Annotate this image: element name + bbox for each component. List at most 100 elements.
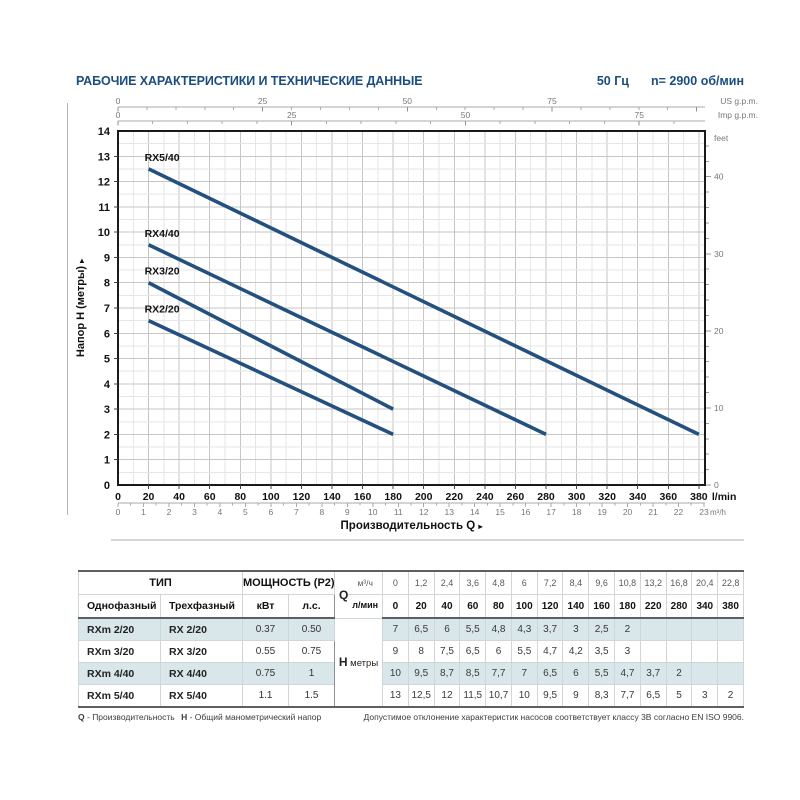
- q-m3h-value: 20,4: [691, 570, 719, 595]
- feet-tick-label: 0: [714, 480, 719, 490]
- head-value: 9: [382, 640, 409, 663]
- head-value: 6,5: [639, 684, 667, 708]
- col-header-single-phase: Однофазный: [78, 594, 161, 619]
- feet-tick-label: 10: [714, 403, 724, 413]
- x-tick-label: 240: [476, 491, 494, 503]
- head-value: 3: [691, 684, 719, 708]
- curve-RX2/20: [147, 319, 394, 437]
- y-tick-label: 13: [98, 151, 110, 163]
- m3h-tick-label: 0: [116, 507, 121, 517]
- gpm-tick-label: 0: [116, 110, 121, 120]
- head-value: 4,2: [562, 640, 590, 663]
- q-lmin-value: 140: [562, 594, 590, 619]
- q-symbol: Q: [339, 587, 349, 602]
- m3h-unit-label: m³/h: [710, 508, 726, 517]
- x-tick-label: 60: [204, 491, 216, 503]
- m3h-tick-label: 4: [218, 507, 223, 517]
- head-value: 6,5: [407, 617, 435, 641]
- legend-note: Q - Производительность H - Общий маномет…: [78, 712, 325, 722]
- q-m3h-value: 8,4: [562, 570, 590, 595]
- x-tick-label: 300: [568, 491, 586, 503]
- curve-RX4/40: [147, 243, 547, 437]
- q-lmin-value: 60: [459, 594, 487, 619]
- gpm-tick-label: 25: [258, 96, 268, 106]
- head-value: 7,7: [614, 684, 641, 708]
- x-unit-label: l/min: [712, 491, 737, 503]
- y-tick-label: 12: [98, 177, 110, 189]
- curve-RX5/40: [147, 167, 700, 437]
- pump-row-RXm-2-20: RXm 2/20 RX 2/20 0.37 0.50 H метры 7 6,5 6 5,5 4,…: [78, 617, 744, 708]
- power-hp: 1.5: [288, 684, 336, 708]
- head-value: 10: [382, 662, 409, 685]
- m3h-tick-label: 13: [444, 507, 454, 517]
- y-tick-label: 9: [104, 252, 110, 264]
- y-tick-label: 2: [104, 429, 110, 441]
- head-value: 4,3: [510, 617, 538, 641]
- power-kw: 0.55: [242, 640, 290, 663]
- q-lmin-value: 120: [536, 594, 564, 619]
- q-lmin-value: 100: [510, 594, 538, 619]
- head-value: 6: [562, 662, 590, 685]
- power-kw: 1.1: [242, 684, 290, 708]
- single-phase-model: RXm 3/20: [78, 640, 161, 663]
- gpm-tick-label: 75: [547, 96, 557, 106]
- y-tick-label: 10: [98, 227, 110, 239]
- x-tick-label: 20: [143, 491, 155, 503]
- head-value: 8,7: [433, 662, 461, 685]
- gpm-unit-label: US g.p.m.: [720, 96, 758, 106]
- frequency-speed: 50 Гц n= 2900 об/мин: [597, 74, 744, 88]
- q-m3h-value: 0: [382, 570, 409, 595]
- q-m3h-value: 9,6: [588, 570, 616, 595]
- y-tick-label: 3: [104, 404, 110, 416]
- x-tick-label: 0: [115, 491, 121, 503]
- power-hp: 1: [288, 662, 336, 685]
- head-value: 3: [562, 617, 590, 641]
- m3h-tick-label: 2: [167, 507, 172, 517]
- gpm-tick-label: 25: [287, 110, 297, 120]
- head-value: 5,5: [459, 617, 487, 641]
- m3h-tick-label: 5: [243, 507, 248, 517]
- q-unit-m3h: м³/ч: [348, 573, 382, 596]
- head-value: 2: [665, 662, 693, 685]
- type-group-header: ТИП: [77, 570, 244, 595]
- head-value: 3: [614, 640, 641, 663]
- m3h-tick-label: 20: [623, 507, 633, 517]
- single-phase-model: RXm 5/40: [78, 684, 161, 708]
- head-value: 2: [614, 617, 641, 641]
- y-tick-label: 11: [98, 202, 110, 214]
- q-m3h-value: 3,6: [459, 570, 487, 595]
- head-value: 3,7: [536, 617, 564, 641]
- page-title: РАБОЧИЕ ХАРАКТЕРИСТИКИ И ТЕХНИЧЕСКИЕ ДАН…: [76, 74, 423, 88]
- pump-curves-chart: 0 25 50 75 US g.p.m.0 25 50 75 Imp g.p.m.0102030…: [75, 96, 758, 541]
- legend-h-symbol: H: [181, 712, 188, 722]
- y-tick-label: 5: [104, 354, 110, 366]
- legend-q-symbol: Q: [78, 712, 85, 722]
- head-value: 5,5: [588, 662, 616, 685]
- col-header-three-phase: Трехфазный: [159, 594, 244, 619]
- head-value: [665, 617, 693, 641]
- pump-row-RXm-5-40: RXm 5/40 RX 5/40 1.1 1.5 13 12,5 12 11,5 10,7 10 9…: [78, 684, 744, 708]
- x-tick-label: 320: [598, 491, 616, 503]
- three-phase-model: RX 5/40: [159, 684, 244, 708]
- q-m3h-value: 4,8: [485, 570, 512, 595]
- head-value: 5: [665, 684, 693, 708]
- x-tick-label: 360: [660, 491, 678, 503]
- head-value: [665, 640, 693, 663]
- head-value: 8,5: [459, 662, 487, 685]
- gpm-unit-label: Imp g.p.m.: [718, 110, 758, 120]
- feet-unit-label: feet: [714, 133, 729, 143]
- q-unit-lmin: л/мин: [352, 600, 379, 611]
- power-kw: 0.75: [242, 662, 290, 685]
- y-tick-label: 7: [104, 303, 110, 315]
- q-m3h-value: 1,2: [407, 570, 435, 595]
- y-tick-label: 8: [104, 278, 110, 290]
- q-lmin-value: 220: [639, 594, 667, 619]
- head-value: 9,5: [536, 684, 564, 708]
- q-m3h-value: 6: [510, 570, 538, 595]
- head-value: 5,5: [510, 640, 538, 663]
- head-value: 9,5: [407, 662, 435, 685]
- h-unit: метры: [347, 658, 379, 670]
